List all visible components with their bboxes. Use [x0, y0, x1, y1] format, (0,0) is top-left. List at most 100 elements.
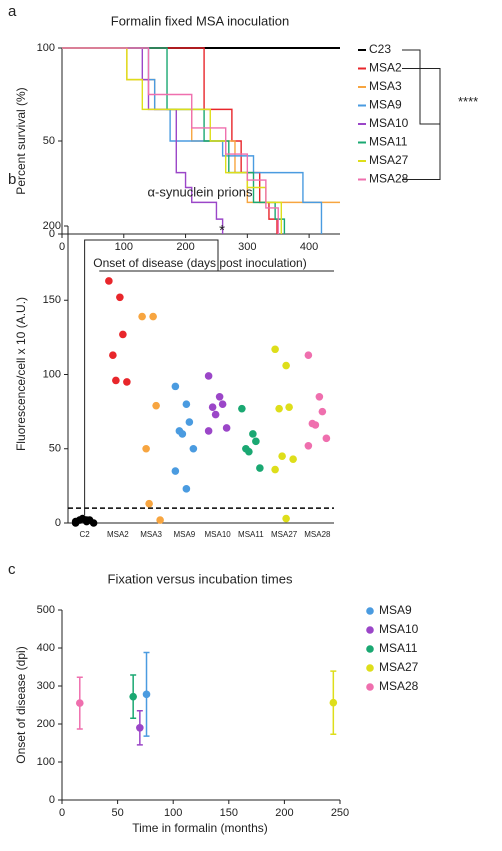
data-point — [289, 455, 297, 463]
legend-label: MSA27 — [379, 660, 419, 674]
panel-label: c — [8, 561, 16, 578]
x-tick-label: 200 — [275, 807, 293, 819]
y-axis-label: Percent survival (%) — [14, 87, 28, 194]
data-point — [256, 464, 264, 472]
data-point — [252, 437, 260, 446]
data-point — [152, 401, 160, 410]
legend-swatch — [366, 607, 374, 615]
y-tick-label: 300 — [37, 680, 55, 692]
data-point — [75, 699, 84, 707]
data-point — [322, 434, 331, 443]
data-point — [329, 698, 338, 707]
y-tick-label: 100 — [43, 368, 61, 380]
data-point — [145, 499, 153, 508]
data-point — [109, 351, 117, 359]
legend-swatch — [366, 664, 374, 672]
data-point — [171, 382, 180, 391]
data-point — [142, 444, 150, 453]
data-point — [304, 351, 313, 359]
data-point — [71, 517, 80, 526]
significance-label: **** — [458, 94, 478, 109]
survival-line — [62, 47, 224, 234]
data-point — [138, 312, 146, 321]
x-tick-label: 100 — [164, 807, 182, 819]
data-point — [119, 330, 127, 339]
significance-bracket — [402, 49, 441, 180]
panel-label: b — [8, 171, 16, 188]
data-point — [82, 516, 91, 524]
y-tick-label: 200 — [37, 718, 55, 730]
x-tick-label: MSA28 — [304, 530, 331, 539]
data-point — [182, 485, 191, 493]
legend-label: MSA11 — [369, 135, 408, 149]
data-point — [116, 293, 124, 302]
chart-title: Fixation versus incubation times — [108, 571, 293, 586]
data-point — [218, 400, 227, 409]
data-point — [204, 372, 213, 380]
x-tick-label: 400 — [300, 241, 318, 253]
data-point — [304, 441, 313, 450]
x-tick-label: 0 — [59, 241, 65, 253]
x-tick-label: 250 — [331, 807, 349, 819]
x-tick-label: MSA27 — [271, 530, 298, 539]
y-tick-label: 100 — [37, 42, 55, 54]
x-tick-label: MSA11 — [238, 530, 264, 539]
x-tick-label: 300 — [238, 241, 256, 253]
data-point — [315, 392, 324, 401]
data-point — [112, 376, 120, 385]
legend-label: MSA2 — [369, 61, 402, 75]
y-tick-label: 500 — [37, 604, 55, 616]
legend-label: MSA28 — [369, 172, 409, 186]
y-tick-label: 100 — [37, 756, 55, 768]
data-point — [271, 345, 279, 354]
survival-line — [62, 47, 279, 234]
y-tick-label: 150 — [43, 294, 61, 306]
y-tick-label: 0 — [49, 794, 55, 806]
data-point — [278, 452, 286, 460]
chart-title: Formalin fixed MSA inoculation — [111, 13, 289, 28]
survival-line — [62, 47, 340, 204]
chart-title: α-synuclein prions — [147, 184, 253, 199]
survival-line — [62, 47, 323, 234]
x-tick-label: C2 — [80, 530, 91, 539]
y-tick-label: 0 — [55, 517, 61, 529]
y-tick-label: 0 — [49, 228, 55, 240]
data-point — [156, 516, 164, 524]
legend-label: MSA27 — [369, 153, 409, 167]
y-axis-label: Onset of disease (dpi) — [14, 646, 28, 763]
y-tick-label: 50 — [43, 135, 55, 147]
x-tick-label: MSA3 — [140, 530, 162, 539]
x-tick-label: 150 — [220, 807, 238, 819]
y-tick-label: 50 — [49, 443, 61, 455]
x-tick-label: 0 — [59, 807, 65, 819]
data-point — [182, 400, 191, 409]
data-point — [238, 404, 246, 413]
data-point — [275, 404, 283, 413]
y-tick-label: 400 — [37, 642, 55, 654]
data-point — [129, 692, 137, 701]
data-point — [171, 467, 180, 475]
data-point — [318, 407, 327, 416]
legend-label: MSA10 — [369, 116, 409, 130]
panel-label: a — [8, 3, 17, 20]
y-axis-label: Fluorescence/cell x 10 (A.U.) — [14, 297, 28, 451]
legend-swatch — [366, 626, 374, 634]
data-point — [204, 427, 213, 435]
data-point — [178, 430, 187, 438]
data-point — [208, 403, 217, 411]
data-point — [282, 361, 290, 370]
x-tick-label: 100 — [115, 241, 133, 253]
legend-label: MSA10 — [379, 622, 419, 636]
legend-swatch — [366, 683, 374, 691]
legend-label: MSA9 — [379, 603, 412, 617]
legend-label: MSA3 — [369, 79, 402, 93]
legend-label: C23 — [369, 42, 391, 56]
x-tick-label: 50 — [111, 807, 123, 819]
data-point — [311, 421, 320, 429]
x-tick-label: MSA9 — [173, 530, 195, 539]
y-tick-label: 200 — [43, 220, 61, 232]
data-point — [189, 444, 198, 453]
data-point — [105, 277, 113, 285]
legend-label: MSA11 — [379, 641, 418, 655]
